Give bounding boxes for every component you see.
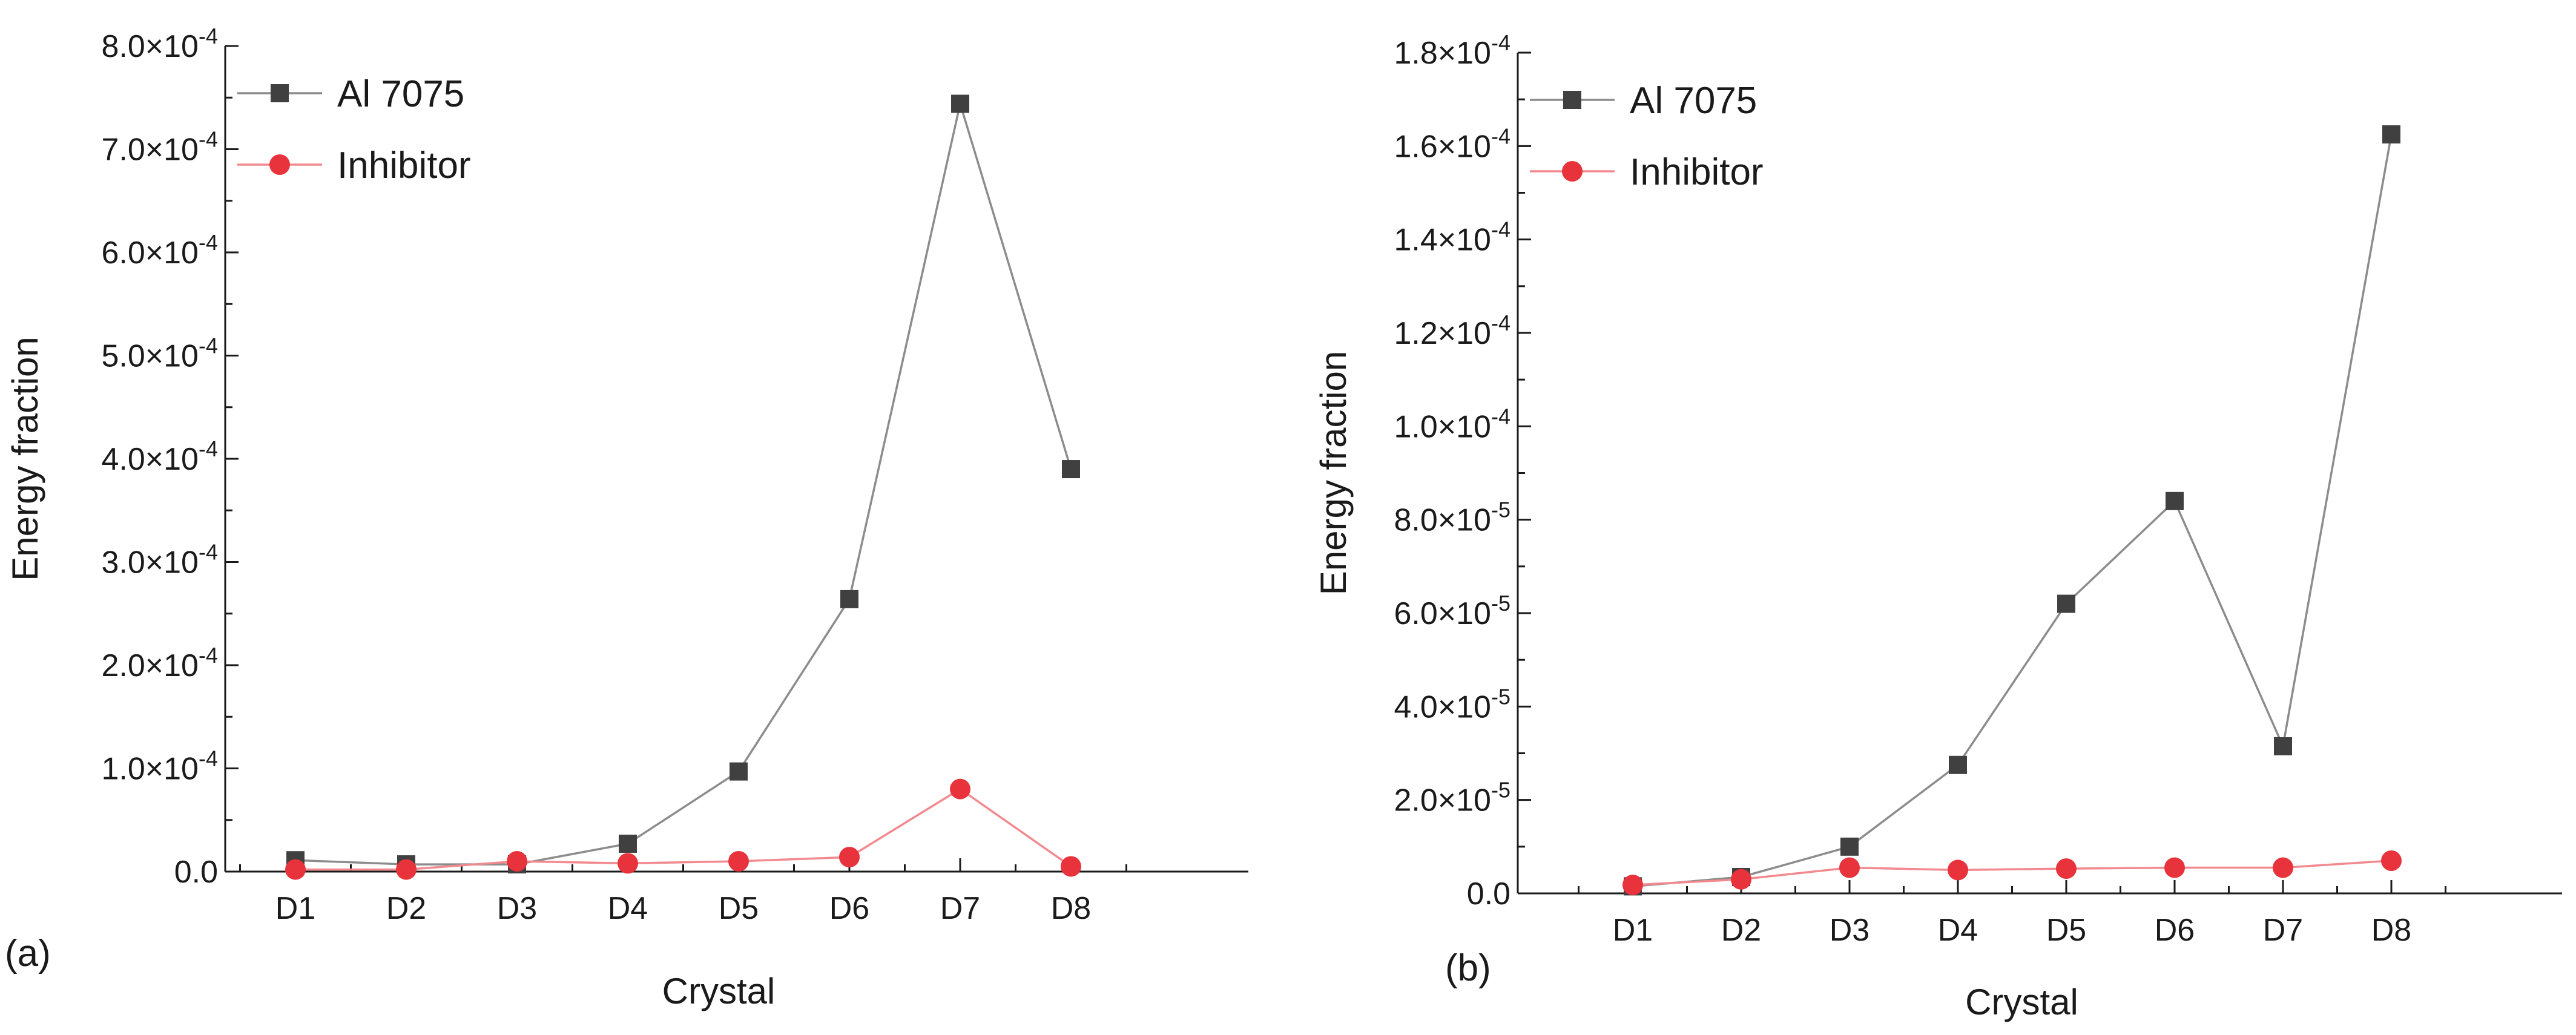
x-axis-title: Crystal [1965, 982, 2078, 1022]
data-point-inhibitor [285, 859, 306, 880]
data-point-inhibitor [618, 853, 638, 874]
data-point-inhibitor [1061, 856, 1081, 877]
data-point-inhibitor [507, 850, 527, 872]
x-tick-label: D3 [497, 891, 537, 926]
series-line-al7075 [295, 99, 1072, 866]
x-tick-label: D4 [1938, 913, 1978, 948]
data-point-al7075 [1062, 460, 1080, 479]
y-tick-label: 3.0×10-4 [101, 540, 218, 580]
legend-label: Inhibitor [337, 145, 471, 186]
x-tick-label: D6 [2155, 913, 2195, 948]
data-point-al7075 [840, 590, 858, 608]
y-tick-label: 4.0×10-5 [1394, 684, 1510, 724]
data-point-al7075 [2057, 594, 2075, 613]
y-tick-label: 1.0×10-4 [1394, 404, 1510, 444]
y-tick-label: 6.0×10-4 [101, 230, 218, 271]
legend-marker-circle [269, 154, 290, 175]
panel-label: (a) [5, 933, 51, 974]
data-point-al7075 [1949, 755, 1967, 774]
series-line-inhibitor [295, 787, 1072, 871]
x-tick-label: D2 [1721, 913, 1761, 948]
data-point-inhibitor [1731, 869, 1751, 890]
y-tick-label: 1.4×10-4 [1394, 217, 1510, 258]
x-tick-label: D5 [719, 891, 759, 926]
y-tick-label: 1.8×10-4 [1394, 30, 1510, 71]
data-point-inhibitor [396, 859, 417, 880]
data-point-al7075 [619, 834, 637, 853]
chart-panel-b: 0.0 2.0×10-5 4.0×10-5 6.0×10-5 8.0×10-5 1.0×1… [1288, 0, 2575, 1035]
x-axis-title: Crystal [662, 971, 776, 1011]
legend-label: Al 7075 [337, 73, 464, 115]
x-tick-label: D1 [1613, 913, 1653, 948]
data-point-al7075 [951, 94, 969, 113]
data-point-al7075 [1840, 837, 1859, 856]
chart-b-svg: 0.0 2.0×10-5 4.0×10-5 6.0×10-5 8.0×10-5 1.0×1… [1313, 30, 2562, 1022]
data-point-inhibitor [1948, 859, 1968, 881]
series-line-al7075 [1632, 134, 2393, 888]
data-point-inhibitor [2164, 857, 2185, 878]
y-tick-label: 5.0×10-4 [101, 334, 218, 374]
x-tick-label: D4 [608, 891, 648, 926]
chart-a-svg: 0.0 1.0×10-4 2.0×10-4 3.0×10-4 4.0×10-4 5.0×1… [5, 24, 1248, 1011]
legend-marker-square [1563, 91, 1581, 109]
x-tick-label: D5 [2046, 913, 2086, 948]
y-tick-label: 1.6×10-4 [1394, 123, 1510, 164]
data-point-inhibitor [2273, 857, 2293, 878]
x-tick-label: D6 [829, 891, 869, 926]
x-tick-label: D7 [2263, 913, 2303, 948]
y-axis-title: Energy fraction [5, 337, 45, 581]
x-tick-label: D2 [386, 891, 426, 926]
data-point-al7075 [2274, 737, 2292, 755]
y-tick-label: 2.0×10-5 [1394, 778, 1510, 818]
data-point-inhibitor [1622, 875, 1643, 896]
legend-marker-square [271, 84, 289, 102]
x-tick-label: D1 [275, 891, 315, 926]
series-line-inhibitor [1632, 859, 2392, 886]
x-tick-label: D8 [1051, 891, 1091, 926]
data-point-al7075 [730, 762, 748, 781]
x-tick-label: D3 [1830, 913, 1869, 948]
data-point-inhibitor [1839, 857, 1860, 878]
data-point-al7075 [2166, 491, 2184, 510]
data-point-al7075 [2382, 125, 2400, 144]
y-axis-title: Energy fraction [1313, 351, 1354, 596]
data-point-inhibitor [728, 850, 749, 872]
data-point-inhibitor [2056, 858, 2077, 879]
data-point-inhibitor [950, 778, 970, 800]
y-tick-label: 1.0×10-4 [101, 746, 218, 787]
legend-label: Al 7075 [1630, 80, 1757, 122]
data-point-inhibitor [839, 847, 860, 868]
y-tick-label: 8.0×10-4 [101, 24, 218, 64]
y-tick-label: 0.0 [1467, 876, 1510, 912]
y-tick-label: 8.0×10-5 [1394, 498, 1510, 538]
data-point-inhibitor [2381, 850, 2402, 871]
chart-panel-a: 0.0 1.0×10-4 2.0×10-4 3.0×10-4 4.0×10-4 5.0×1… [5, 24, 1248, 1011]
y-tick-label: 0.0 [174, 855, 218, 890]
y-tick-label: 7.0×10-4 [101, 127, 218, 168]
y-tick-label: 4.0×10-4 [101, 436, 218, 477]
y-tick-label: 1.2×10-4 [1394, 310, 1510, 351]
x-tick-label: D8 [2371, 913, 2411, 948]
legend-marker-circle [1562, 161, 1583, 182]
x-tick-label: D7 [940, 891, 980, 926]
panel-label: (b) [1445, 947, 1491, 989]
y-tick-label: 6.0×10-5 [1394, 591, 1510, 631]
y-tick-label: 2.0×10-4 [101, 643, 218, 683]
legend-label: Inhibitor [1630, 151, 1764, 193]
